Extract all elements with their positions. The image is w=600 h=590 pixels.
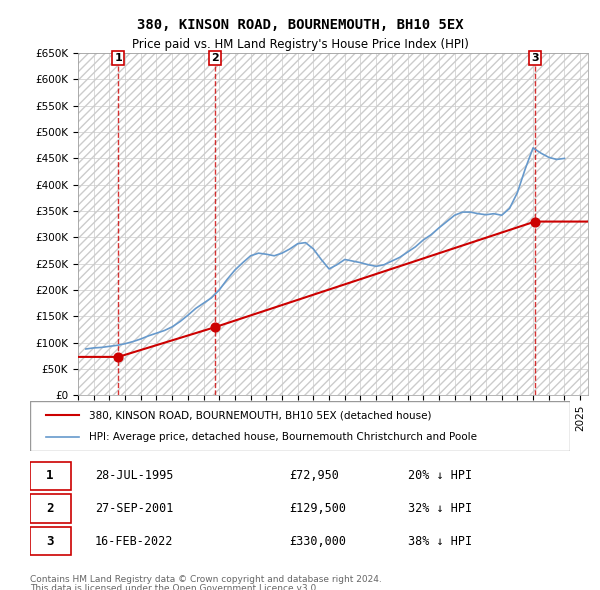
FancyBboxPatch shape [30, 494, 71, 523]
FancyBboxPatch shape [30, 461, 71, 490]
FancyBboxPatch shape [30, 401, 570, 451]
Text: 38% ↓ HPI: 38% ↓ HPI [408, 535, 472, 548]
Text: 3: 3 [46, 535, 54, 548]
Text: £72,950: £72,950 [289, 469, 339, 482]
Point [211, 322, 220, 332]
Text: 380, KINSON ROAD, BOURNEMOUTH, BH10 5EX: 380, KINSON ROAD, BOURNEMOUTH, BH10 5EX [137, 18, 463, 32]
Text: HPI: Average price, detached house, Bournemouth Christchurch and Poole: HPI: Average price, detached house, Bour… [89, 432, 478, 442]
Text: 27-SEP-2001: 27-SEP-2001 [95, 502, 173, 515]
Text: 2: 2 [211, 53, 219, 63]
Text: 16-FEB-2022: 16-FEB-2022 [95, 535, 173, 548]
Text: 28-JUL-1995: 28-JUL-1995 [95, 469, 173, 482]
Text: 380, KINSON ROAD, BOURNEMOUTH, BH10 5EX (detached house): 380, KINSON ROAD, BOURNEMOUTH, BH10 5EX … [89, 410, 432, 420]
Text: This data is licensed under the Open Government Licence v3.0.: This data is licensed under the Open Gov… [30, 584, 319, 590]
Text: 1: 1 [115, 53, 122, 63]
Text: £129,500: £129,500 [289, 502, 346, 515]
Bar [78, 53, 588, 395]
Text: 32% ↓ HPI: 32% ↓ HPI [408, 502, 472, 515]
Text: Contains HM Land Registry data © Crown copyright and database right 2024.: Contains HM Land Registry data © Crown c… [30, 575, 382, 584]
Point [530, 217, 540, 227]
Point [113, 352, 123, 362]
Text: 1: 1 [46, 469, 54, 482]
Text: 3: 3 [531, 53, 539, 63]
Text: 20% ↓ HPI: 20% ↓ HPI [408, 469, 472, 482]
Text: £330,000: £330,000 [289, 535, 346, 548]
Bar [78, 53, 588, 395]
FancyBboxPatch shape [30, 527, 71, 556]
Text: 2: 2 [46, 502, 54, 515]
Text: Price paid vs. HM Land Registry's House Price Index (HPI): Price paid vs. HM Land Registry's House … [131, 38, 469, 51]
